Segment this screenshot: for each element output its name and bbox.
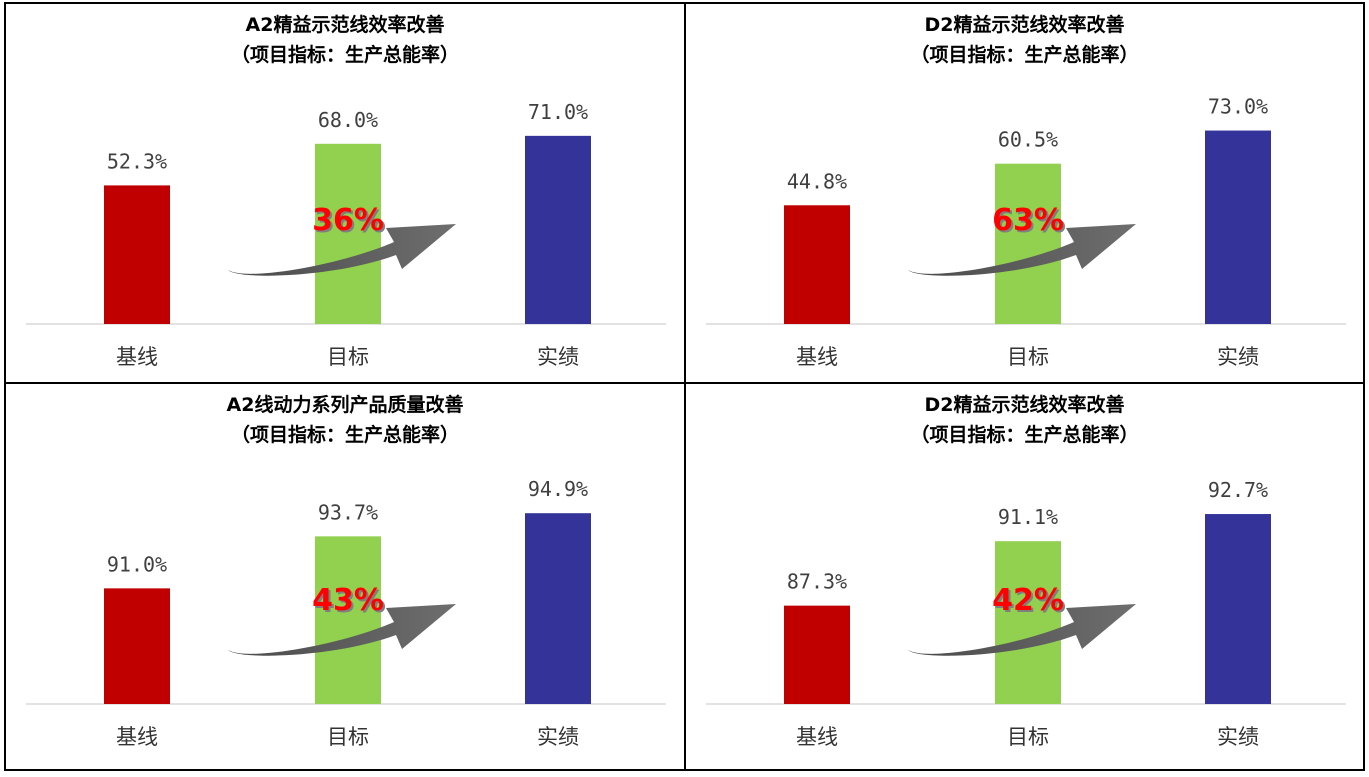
- annotation-shadow: 36%: [314, 205, 386, 240]
- chart-title: D2精益示范线效率改善: [924, 394, 1125, 416]
- data-label-2: 91.1%: [998, 505, 1058, 529]
- chart-title: A2线动力系列产品质量改善: [226, 394, 464, 416]
- chart-panel-a2-quality: A2线动力系列产品质量改善 （项目指标：生产总能率） 91.0% 基线 93.7% 目…: [6, 384, 684, 769]
- frame-middle-vertical: [684, 2, 686, 771]
- bar-3: [525, 513, 591, 704]
- chart-title: D2精益示范线效率改善: [924, 14, 1125, 36]
- category-label-3: 实绩: [537, 345, 579, 369]
- chart-subtitle: （项目指标：生产总能率）: [910, 424, 1139, 446]
- improvement-arrow: [908, 224, 1136, 276]
- chart-title: A2精益示范线效率改善: [245, 14, 445, 36]
- data-label-3: 92.7%: [1208, 478, 1268, 502]
- improvement-percentage-label: 36%: [312, 203, 384, 238]
- improvement-percentage-label: 43%: [312, 583, 384, 618]
- bar-2: [995, 163, 1061, 324]
- bar-2: [995, 541, 1061, 704]
- category-label-3: 实绩: [537, 725, 579, 749]
- category-label-2: 目标: [1007, 725, 1049, 749]
- annotation-shadow: 63%: [994, 205, 1066, 240]
- bar-1: [784, 205, 850, 324]
- data-label-3: 94.9%: [528, 477, 588, 501]
- data-label-1: 91.0%: [107, 552, 167, 576]
- improvement-arrow: [228, 604, 456, 656]
- data-label-1: 44.8%: [787, 169, 847, 193]
- bar-1: [104, 185, 170, 324]
- data-label-3: 73.0%: [1208, 95, 1268, 119]
- data-label-2: 93.7%: [318, 500, 378, 524]
- chart-panel-d2-efficiency-2: D2精益示范线效率改善 （项目指标：生产总能率） 87.3% 基线 91.1% 目标 9…: [686, 384, 1363, 769]
- frame-left-border: [4, 2, 6, 771]
- bar-1: [784, 605, 850, 704]
- category-label-1: 基线: [116, 725, 158, 749]
- data-label-1: 52.3%: [107, 149, 167, 173]
- category-label-2: 目标: [327, 345, 369, 369]
- chart-subtitle: （项目指标：生产总能率）: [230, 424, 459, 446]
- bar-2: [315, 143, 381, 324]
- chart-subtitle: （项目指标：生产总能率）: [230, 44, 459, 66]
- data-label-1: 87.3%: [787, 570, 847, 594]
- chart-panel-a2-efficiency: A2精益示范线效率改善 （项目指标：生产总能率） 52.3% 基线 68.0% 目标 7…: [6, 4, 684, 382]
- category-label-1: 基线: [116, 345, 158, 369]
- data-label-2: 60.5%: [998, 128, 1058, 152]
- improvement-percentage-label: 63%: [992, 203, 1064, 238]
- frame-right-border: [1363, 2, 1365, 771]
- category-label-3: 实绩: [1217, 345, 1259, 369]
- chart-subtitle: （项目指标：生产总能率）: [910, 44, 1139, 66]
- data-label-3: 71.0%: [528, 100, 588, 124]
- category-label-2: 目标: [327, 725, 369, 749]
- annotation-shadow: 43%: [314, 585, 386, 620]
- category-label-2: 目标: [1007, 345, 1049, 369]
- bar-3: [525, 135, 591, 324]
- improvement-percentage-label: 42%: [992, 583, 1064, 618]
- category-label-1: 基线: [796, 725, 838, 749]
- category-label-3: 实绩: [1217, 725, 1259, 749]
- data-label-2: 68.0%: [318, 108, 378, 132]
- bar-3: [1205, 514, 1271, 704]
- bar-3: [1205, 130, 1271, 324]
- bar-1: [104, 588, 170, 704]
- bar-2: [315, 536, 381, 704]
- annotation-shadow: 42%: [994, 585, 1066, 620]
- improvement-arrow: [228, 224, 456, 276]
- improvement-arrow: [908, 604, 1136, 656]
- chart-panel-d2-efficiency: D2精益示范线效率改善 （项目指标：生产总能率） 44.8% 基线 60.5% 目标 7…: [686, 4, 1363, 382]
- category-label-1: 基线: [796, 345, 838, 369]
